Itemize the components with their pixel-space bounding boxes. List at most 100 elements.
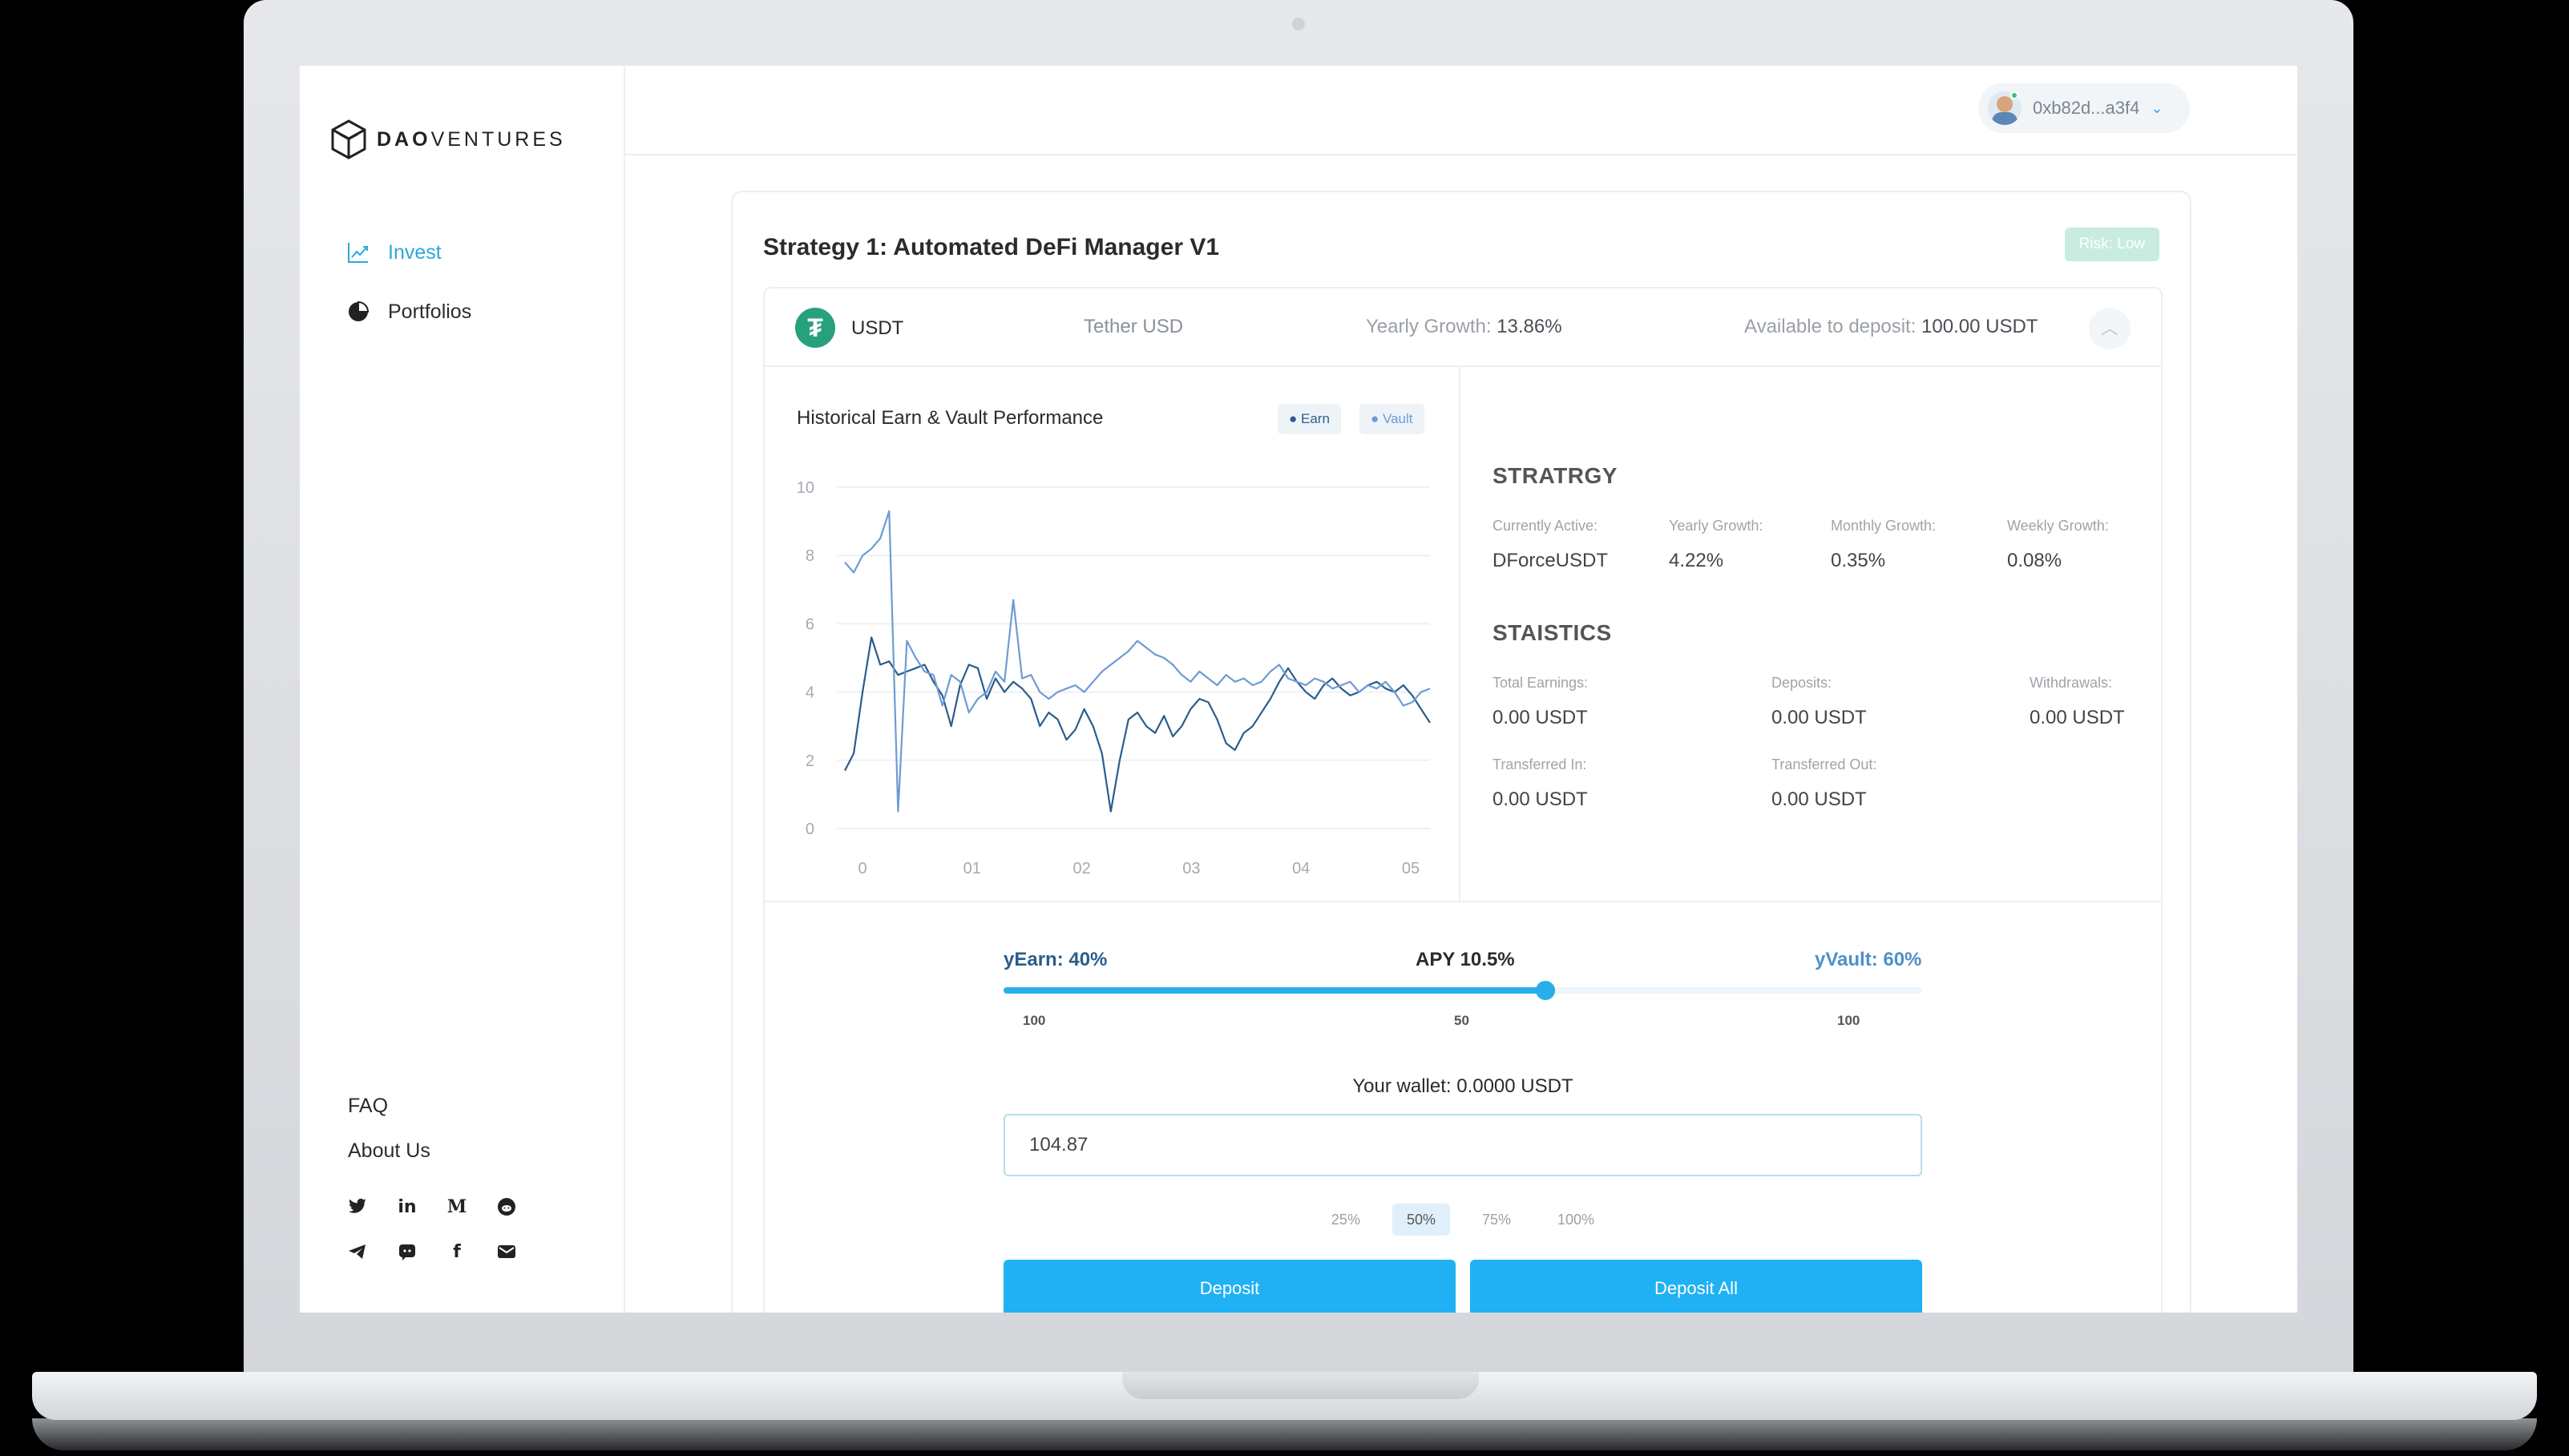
stat-label: Deposits:	[1771, 675, 1832, 691]
faq-link[interactable]: FAQ	[348, 1095, 389, 1117]
wallet-account-button[interactable]: 0xb82d...a3f4 ⌄	[1978, 83, 2190, 133]
stat-label: Withdrawals:	[2030, 675, 2113, 691]
legend-vault[interactable]: ● Vault	[1359, 404, 1424, 434]
percent-50-button[interactable]: 50%	[1392, 1204, 1450, 1236]
stat-value: 0.00 USDT	[1771, 788, 1867, 810]
x-tick-label: 03	[1182, 860, 1200, 877]
asset-header-row[interactable]: ₮ USDT Tether USD Yearly Growth: 13.86% …	[765, 288, 2161, 367]
risk-badge: Risk: Low	[2064, 228, 2159, 261]
stat-label: Transferred Out:	[1771, 756, 1877, 772]
stat-label: Yearly Growth:	[1669, 518, 1763, 534]
sidebar-item-portfolios[interactable]: Portfolios	[346, 282, 471, 341]
sidebar-item-invest[interactable]: Invest	[346, 223, 471, 282]
asset-available: Available to deposit: 100.00 USDT	[1744, 316, 2038, 337]
laptop-base-shadow	[32, 1418, 2537, 1450]
chevron-down-icon: ⌄	[2151, 99, 2163, 116]
stat-value: 0.35%	[1831, 550, 1886, 571]
webcam	[1292, 18, 1305, 30]
twitter-icon[interactable]	[346, 1196, 369, 1218]
social-links: in M f	[346, 1196, 545, 1263]
percent-75-button[interactable]: 75%	[1481, 1212, 1512, 1228]
strategy-card: Strategy 1: Automated DeFi Manager V1 Ri…	[731, 191, 2191, 1313]
wallet-address: 0xb82d...a3f4	[2033, 98, 2140, 118]
yearn-allocation-label: yEarn: 40%	[1004, 949, 1108, 970]
wallet-balance: Your wallet: 0.0000 USDT	[1352, 1075, 1573, 1097]
yvault-allocation-label: yVault: 60%	[1815, 949, 1922, 970]
performance-chart: Historical Earn & Vault Performance ● Ea…	[765, 367, 1460, 901]
medium-icon[interactable]: M	[446, 1196, 467, 1217]
about-us-link[interactable]: About Us	[348, 1139, 430, 1162]
percent-100-button[interactable]: 100%	[1557, 1212, 1595, 1228]
x-tick-label: 05	[1402, 860, 1420, 877]
deposit-section: yEarn: 40% APY 10.5% yVault: 60% 100 50 …	[765, 901, 2161, 1313]
percent-selector: 25% 50% 75% 100%	[1004, 1204, 1922, 1236]
stat-value: 4.22%	[1669, 550, 1724, 571]
asset-yearly-growth: Yearly Growth: 13.86%	[1366, 316, 1562, 337]
slider-tick-left: 100	[1023, 1013, 1046, 1028]
logo-text: DAOVENTURES	[377, 127, 566, 151]
email-icon[interactable]	[495, 1240, 518, 1263]
strategy-heading: STRATRGY	[1493, 463, 1618, 488]
chart-title: Historical Earn & Vault Performance	[797, 407, 1104, 429]
slider-tick-right: 100	[1837, 1013, 1860, 1028]
statistics-heading: STAISTICS	[1493, 620, 1612, 645]
y-tick-label: 8	[806, 547, 814, 565]
top-bar: 0xb82d...a3f4 ⌄	[625, 66, 2297, 155]
x-tick-label: 0	[858, 860, 866, 877]
asset-name: Tether USD	[1084, 316, 1184, 337]
series-line-earn	[844, 636, 1431, 813]
y-tick-label: 6	[806, 615, 814, 633]
stat-label: Transferred In:	[1493, 756, 1587, 772]
cube-logo-icon	[331, 119, 366, 159]
asset-panel: ₮ USDT Tether USD Yearly Growth: 13.86% …	[763, 287, 2163, 1313]
slider-handle[interactable]	[1536, 981, 1556, 1000]
app-screen: DAOVENTURES Invest Portfolios FAQ About …	[300, 66, 2297, 1313]
strategy-title: Strategy 1: Automated DeFi Manager V1	[763, 234, 1220, 260]
y-tick-label: 10	[797, 479, 814, 497]
tether-logo-icon: ₮	[795, 308, 835, 348]
laptop-notch	[1122, 1372, 1479, 1399]
stat-label: Monthly Growth:	[1831, 518, 1937, 534]
stat-value: 0.00 USDT	[1493, 788, 1588, 810]
y-tick-label: 0	[806, 821, 814, 838]
stat-label: Total Earnings:	[1493, 675, 1589, 691]
strategy-stats-panel: STRATRGY Currently Active: DForceUSDT Ye…	[1460, 367, 2161, 901]
asset-symbol: USDT	[851, 317, 904, 339]
sidebar-item-label: Portfolios	[388, 300, 472, 323]
x-tick-label: 01	[963, 860, 981, 877]
x-tick-label: 04	[1292, 860, 1310, 877]
slider-fill	[1004, 987, 1546, 994]
y-tick-label: 2	[806, 752, 814, 770]
stat-label: Weekly Growth:	[2007, 518, 2109, 534]
facebook-icon[interactable]: f	[453, 1241, 461, 1262]
footer-links: FAQ About Us	[348, 1083, 430, 1173]
stat-value: DForceUSDT	[1493, 550, 1609, 571]
deposit-amount-input[interactable]	[1004, 1114, 1922, 1176]
stat-value: 0.00 USDT	[2030, 707, 2125, 728]
linkedin-icon[interactable]: in	[398, 1196, 417, 1217]
sidebar: DAOVENTURES Invest Portfolios FAQ About …	[300, 66, 625, 1313]
stat-label: Currently Active:	[1493, 518, 1598, 534]
discord-icon[interactable]	[396, 1240, 418, 1263]
deposit-all-button[interactable]: Deposit All	[1470, 1260, 1922, 1313]
telegram-icon[interactable]	[346, 1240, 369, 1263]
series-line-vault	[844, 510, 1431, 813]
allocation-slider[interactable]	[1004, 981, 1922, 1000]
stat-value: 0.00 USDT	[1493, 707, 1588, 728]
x-tick-label: 02	[1072, 860, 1090, 877]
trend-chart-icon	[348, 243, 368, 263]
legend-earn[interactable]: ● Earn	[1278, 404, 1341, 434]
pie-chart-icon	[349, 300, 370, 321]
percent-25-button[interactable]: 25%	[1331, 1212, 1360, 1228]
reddit-icon[interactable]	[495, 1196, 518, 1218]
collapse-chevron-up-icon[interactable]: ︿	[2089, 308, 2131, 349]
stat-value: 0.00 USDT	[1771, 707, 1867, 728]
deposit-button[interactable]: Deposit	[1004, 1260, 1456, 1313]
brand-logo[interactable]: DAOVENTURES	[330, 119, 566, 160]
online-status-dot	[2010, 91, 2018, 99]
stat-value: 0.08%	[2007, 550, 2062, 571]
sidebar-nav: Invest Portfolios	[346, 223, 471, 341]
sidebar-item-label: Invest	[388, 240, 442, 264]
